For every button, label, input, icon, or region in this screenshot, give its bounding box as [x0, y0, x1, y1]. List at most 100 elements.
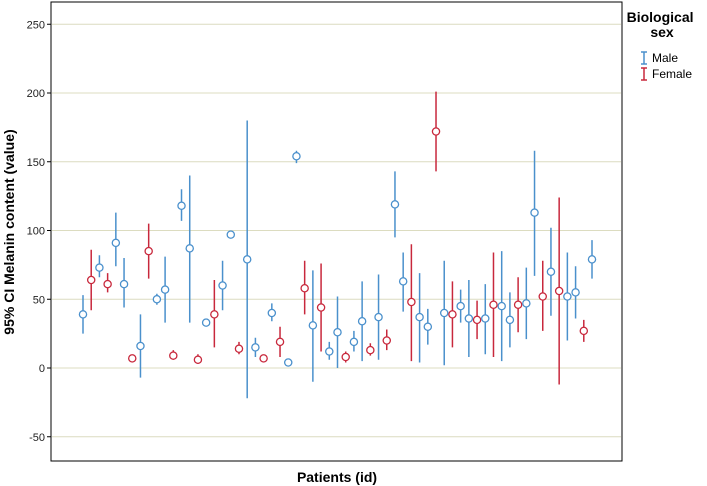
mean-marker	[86, 275, 96, 285]
errorbar-male	[325, 341, 334, 360]
mean-marker	[300, 283, 309, 293]
errorbar-male	[563, 252, 572, 341]
mean-marker	[374, 312, 383, 322]
errorbar-male	[251, 337, 260, 357]
legend-label: Male	[652, 51, 678, 65]
errorbar-male	[374, 274, 383, 360]
errorbar-male	[587, 240, 597, 279]
mean-marker	[185, 244, 194, 253]
mean-marker	[398, 277, 408, 286]
y-tick-label: 200	[27, 88, 45, 100]
legend-title: Biological sex	[627, 9, 698, 40]
errorbar-female	[103, 273, 112, 293]
errorbar-male	[464, 280, 474, 357]
y-axis-title: 95% CI Melanin content (value)	[1, 129, 17, 334]
mean-marker	[431, 127, 441, 136]
legend-item-male: Male	[641, 51, 678, 65]
mean-marker	[267, 308, 277, 318]
errorbar-female	[382, 329, 392, 351]
mean-marker	[128, 354, 137, 363]
errorbar-female	[513, 277, 523, 333]
mean-marker	[275, 337, 285, 347]
legend: Biological sex Male Female	[627, 9, 698, 81]
mean-marker	[210, 310, 219, 319]
data-marks	[78, 91, 597, 399]
mean-marker	[489, 300, 498, 309]
errorbar-female	[300, 260, 309, 315]
y-tick-label: -50	[29, 432, 45, 444]
mean-marker	[333, 327, 342, 337]
errorbar-male	[177, 189, 186, 221]
errorbar-female	[234, 341, 244, 355]
mean-marker	[439, 308, 449, 318]
mean-marker	[259, 354, 268, 363]
mean-marker	[513, 300, 523, 309]
mean-marker	[571, 288, 580, 297]
mean-marker	[407, 297, 416, 307]
errorbar-male	[226, 230, 236, 239]
errorbar-male	[505, 292, 515, 348]
mean-marker	[415, 312, 424, 322]
errorbar-male	[308, 270, 318, 382]
mean-marker	[152, 294, 162, 304]
mean-marker	[242, 255, 252, 264]
errorbar-female	[144, 223, 153, 279]
errorbar-male	[160, 256, 170, 323]
mean-marker	[218, 281, 227, 290]
errorbar-female	[579, 319, 589, 342]
mean-marker	[201, 318, 211, 327]
mean-marker	[341, 352, 350, 362]
errorbar-female	[193, 354, 203, 364]
errorbar-female	[169, 350, 178, 360]
mean-marker	[103, 279, 112, 289]
errorbar-male	[283, 358, 293, 367]
errorbar-female	[259, 354, 268, 363]
errorbar-male	[497, 251, 506, 362]
mean-marker	[497, 301, 506, 311]
errorbar-male	[530, 150, 539, 276]
mean-marker	[538, 292, 547, 301]
errorbar-female	[128, 354, 137, 363]
y-tick-label: 250	[27, 19, 45, 31]
errorbar-female	[366, 343, 375, 356]
mean-marker	[522, 299, 531, 308]
mean-marker	[423, 322, 433, 331]
errorbar-male	[152, 293, 162, 305]
mean-marker	[563, 292, 572, 301]
errorbar-male	[218, 260, 227, 311]
y-tick-label: 100	[27, 226, 45, 238]
mean-marker	[308, 321, 318, 330]
errorbar-female	[275, 326, 285, 357]
errorbar-female	[316, 263, 326, 352]
mean-marker	[546, 267, 556, 276]
mean-marker	[78, 310, 88, 319]
errorbar-female	[431, 91, 441, 172]
y-tick-label: 150	[27, 157, 45, 169]
errorbar-female	[86, 249, 96, 311]
mean-marker	[144, 246, 153, 256]
mean-marker	[472, 315, 482, 325]
mean-marker	[292, 151, 301, 161]
y-tick-label: 0	[39, 363, 45, 375]
errorbar-female	[538, 260, 547, 331]
mean-marker	[251, 343, 260, 352]
mean-marker	[283, 358, 293, 367]
mean-marker	[111, 238, 121, 248]
mean-marker	[456, 301, 465, 311]
mean-marker	[349, 337, 359, 347]
errorbar-male	[423, 308, 433, 345]
errorbar-male	[136, 314, 145, 378]
mean-marker	[119, 279, 129, 289]
errorbar-male	[390, 171, 400, 238]
errorbar-male	[357, 281, 367, 362]
errorbar-male	[481, 284, 490, 355]
y-tick-label: 50	[33, 294, 45, 306]
errorbar-male	[522, 267, 531, 340]
mean-marker	[464, 314, 474, 323]
errorbar-female	[407, 244, 416, 362]
mean-marker	[579, 326, 589, 336]
errorbar-male	[398, 252, 408, 312]
mean-marker	[169, 351, 178, 360]
legend-item-female: Female	[641, 67, 692, 81]
